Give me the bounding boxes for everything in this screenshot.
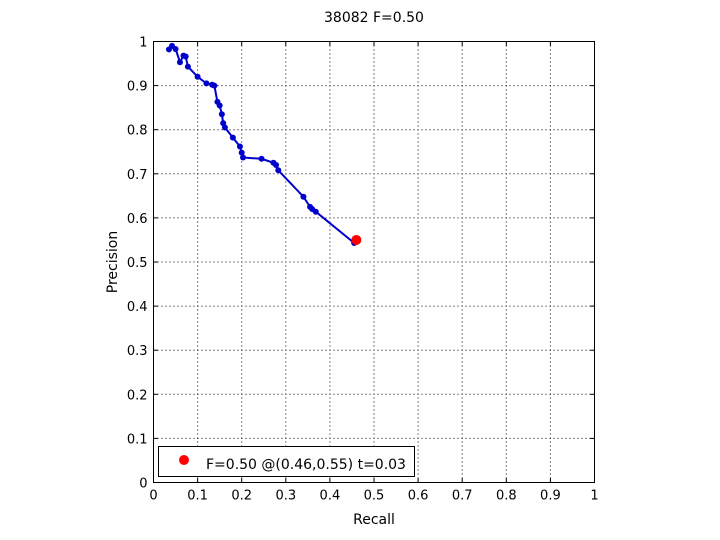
data-point [258, 155, 265, 162]
y-tick-label: 0.5 [127, 256, 148, 271]
chart-title: 38082 F=0.50 [324, 10, 424, 26]
data-point [240, 154, 247, 161]
data-point [176, 59, 183, 66]
data-point [172, 45, 179, 52]
legend-marker [179, 455, 189, 465]
x-tick-label: 0.5 [364, 489, 385, 504]
y-axis-label: Precision [105, 231, 121, 293]
x-tick-label: 0 [149, 489, 157, 504]
data-point [312, 208, 319, 215]
legend-text: F=0.50 @(0.46,0.55) t=0.03 [206, 457, 406, 473]
y-tick-label: 0.6 [127, 212, 148, 227]
ticks [153, 41, 595, 483]
data-point [273, 161, 280, 168]
x-tick-label: 0.3 [275, 489, 296, 504]
data-point [216, 102, 223, 109]
x-axis-label: Recall [353, 512, 395, 528]
legend-box [158, 446, 415, 477]
data-point [238, 149, 245, 156]
data-point [194, 73, 201, 80]
data-point [229, 134, 236, 141]
data-point [236, 143, 243, 150]
data-point [211, 82, 218, 89]
data-point [300, 193, 307, 200]
data-point [221, 124, 228, 131]
series-layer [165, 42, 358, 247]
y-tick-label: 0.2 [127, 388, 148, 403]
data-point [275, 167, 282, 174]
x-tick-labels: 0 0.1 0.2 0.3 0.4 0.5 0.6 0.7 0.8 0.9 1 [149, 489, 598, 504]
x-tick-label: 0.2 [231, 489, 252, 504]
highlight-layer [351, 234, 362, 245]
y-tick-label: 0.1 [127, 432, 148, 447]
x-tick-label: 0.8 [496, 489, 517, 504]
y-tick-label: 0.9 [127, 80, 148, 95]
y-tick-label: 0.8 [127, 124, 148, 139]
data-point [182, 53, 189, 60]
legend: F=0.50 @(0.46,0.55) t=0.03 [158, 446, 415, 477]
y-tick-label: 1 [139, 36, 147, 51]
grid [153, 41, 595, 483]
data-point [203, 80, 210, 87]
x-tick-label: 0.1 [187, 489, 208, 504]
y-tick-label: 0.3 [127, 344, 148, 359]
x-tick-label: 0.9 [540, 489, 561, 504]
best-f-point [351, 234, 362, 245]
data-point [218, 111, 225, 118]
y-tick-labels: 0 0.1 0.2 0.3 0.4 0.5 0.6 0.7 0.8 0.9 1 [127, 36, 148, 492]
y-tick-label: 0.4 [127, 300, 148, 315]
x-tick-label: 0.7 [452, 489, 473, 504]
data-point [184, 63, 191, 70]
x-tick-label: 0.4 [320, 489, 341, 504]
x-tick-label: 1 [590, 489, 598, 504]
x-tick-label: 0.6 [408, 489, 429, 504]
y-tick-label: 0.7 [127, 168, 148, 183]
y-tick-label: 0 [139, 477, 147, 492]
